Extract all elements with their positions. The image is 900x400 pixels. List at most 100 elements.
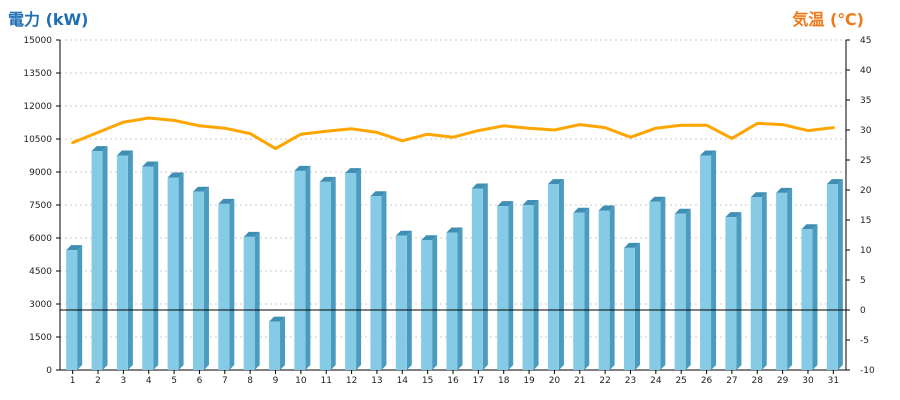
right-tick-label: 15 [860,216,871,226]
bar-side [812,224,818,370]
bar [345,173,357,370]
bar-side [305,165,311,370]
bar-top [421,235,438,241]
x-tick-label: 19 [523,376,535,386]
bar-side [837,179,843,370]
x-tick-label: 11 [320,376,331,386]
bar-top [649,196,666,202]
right-tick-label: 5 [860,276,866,286]
right-tick-label: 40 [860,66,872,76]
x-tick-label: 20 [549,376,561,386]
bar [421,240,433,370]
x-tick-label: 4 [146,376,152,386]
x-tick-label: 24 [650,376,662,386]
right-tick-label: -10 [860,366,875,376]
x-tick-label: 14 [397,376,409,386]
bar-side [584,207,590,370]
bar [674,213,686,370]
x-tick-label: 8 [247,376,253,386]
bar-side [280,316,286,370]
bar [573,212,585,370]
left-tick-label: 1500 [29,333,52,343]
x-tick-label: 1 [70,376,76,386]
bar-side [102,146,108,370]
bar-side [229,198,235,370]
bar-top [674,208,691,214]
left-tick-label: 13500 [23,69,52,79]
bar-side [127,150,133,370]
bar [319,181,331,370]
bar [294,170,306,370]
right-tick-label: 35 [860,96,871,106]
x-tick-label: 23 [625,376,636,386]
bar [446,232,458,370]
bar [826,184,838,370]
x-tick-label: 2 [95,376,101,386]
bar-side [356,168,362,370]
bar [776,192,788,370]
bar [700,155,712,370]
bar-side [482,183,488,370]
bar-top [345,168,362,174]
bar-top [497,201,514,207]
bar-side [533,200,539,370]
right-tick-label: 20 [860,186,872,196]
bar [142,166,154,370]
bar-top [801,224,818,230]
bar-side [330,176,336,370]
x-tick-label: 13 [371,376,382,386]
left-tick-label: 7500 [29,201,52,211]
bar-top [218,198,235,204]
right-tick-label: 10 [860,246,872,256]
bar-top [725,212,742,218]
bar [649,201,661,370]
bar-side [685,208,691,370]
right-tick-label: 25 [860,156,871,166]
x-tick-label: 30 [802,376,814,386]
bar [243,236,255,370]
bar [750,197,762,370]
x-tick-label: 31 [828,376,839,386]
bar-side [178,172,184,370]
bar-side [711,150,717,370]
bar-side [609,205,615,370]
x-tick-label: 21 [574,376,585,386]
x-tick-label: 25 [675,376,686,386]
bar [395,235,407,370]
bar-top [471,183,488,189]
bar [471,188,483,370]
bar-side [432,235,438,370]
bar [623,247,635,370]
bar-top [370,191,387,197]
x-tick-label: 29 [777,376,789,386]
bar-top [243,231,260,237]
bar-side [787,187,793,370]
bar-top [192,186,209,192]
bar [116,155,128,370]
bar-top [750,192,767,198]
bar [522,205,534,370]
bar-side [736,212,742,370]
left-tick-label: 0 [46,366,52,376]
bar-side [508,201,514,370]
bar-side [203,186,209,370]
left-tick-label: 12000 [23,102,52,112]
temperature-line [71,116,835,151]
bar-side [77,245,83,370]
bar-side [761,192,767,370]
right-tick-label: 45 [860,36,871,46]
bar-top [826,179,843,185]
bar-side [558,179,564,370]
left-tick-label: 15000 [23,36,52,46]
bar [725,217,737,370]
bar-top [446,227,463,233]
left-tick-label: 3000 [29,300,52,310]
bar [801,229,813,370]
bar [497,206,509,370]
bar-top [547,179,564,185]
bar-top [167,172,184,178]
bar-side [153,161,159,370]
bar-side [457,227,463,370]
x-tick-label: 28 [752,376,764,386]
